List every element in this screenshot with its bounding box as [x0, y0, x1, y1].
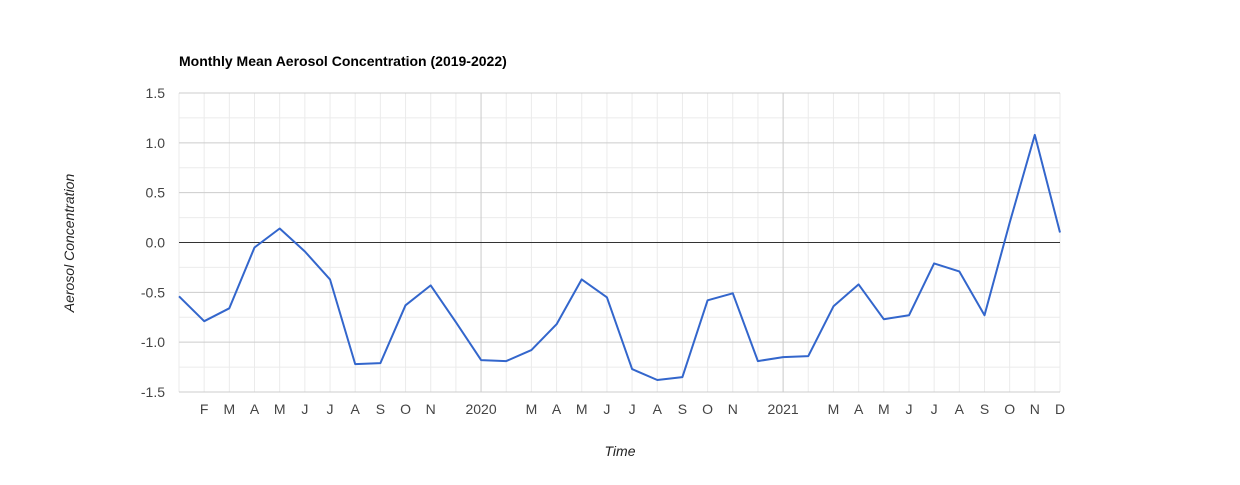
- x-tick-label: A: [653, 401, 663, 417]
- x-tick-label: M: [274, 401, 286, 417]
- x-tick-label: M: [828, 401, 840, 417]
- series-layer: [178, 133, 1061, 381]
- y-tick-label: 0.5: [146, 185, 166, 201]
- x-tick-label: O: [702, 401, 713, 417]
- x-tick-label: N: [728, 401, 738, 417]
- x-tick-label: J: [931, 401, 938, 417]
- x-tick-label: N: [1030, 401, 1040, 417]
- x-tick-label: 2021: [768, 401, 799, 417]
- x-tick-label: S: [980, 401, 989, 417]
- x-tick-label: N: [426, 401, 436, 417]
- y-tick-label: 1.0: [146, 135, 166, 151]
- axis-ticks: 1.51.00.50.0-0.5-1.0-1.5F M A M J J A S O N 2020 M A…: [141, 85, 1065, 417]
- y-tick-label: 1.5: [146, 85, 166, 101]
- x-tick-label: D: [1055, 401, 1065, 417]
- series-line: [178, 133, 1061, 381]
- grid: [178, 92, 1061, 393]
- x-tick-label: A: [552, 401, 562, 417]
- x-tick-label: M: [526, 401, 538, 417]
- x-tick-label: A: [351, 401, 361, 417]
- y-axis-title: Aerosol Concentration: [61, 174, 77, 314]
- x-tick-label: A: [854, 401, 864, 417]
- x-tick-label: O: [400, 401, 411, 417]
- x-tick-label: A: [955, 401, 965, 417]
- x-tick-label: J: [629, 401, 636, 417]
- x-tick-label: J: [301, 401, 308, 417]
- x-tick-label: F: [200, 401, 209, 417]
- x-tick-label: O: [1004, 401, 1015, 417]
- x-tick-label: S: [376, 401, 385, 417]
- y-tick-label: -1.0: [141, 334, 165, 350]
- y-tick-label: -1.5: [141, 384, 165, 400]
- x-tick-label: M: [224, 401, 236, 417]
- y-tick-label: 0.0: [146, 235, 166, 251]
- x-tick-label: J: [905, 401, 912, 417]
- x-axis-title: Time: [605, 443, 636, 459]
- y-tick-label: -0.5: [141, 284, 165, 300]
- x-tick-label: M: [878, 401, 890, 417]
- x-tick-label: S: [678, 401, 687, 417]
- x-tick-label: J: [327, 401, 334, 417]
- x-tick-label: M: [576, 401, 588, 417]
- x-tick-label: A: [250, 401, 260, 417]
- x-tick-label: 2020: [465, 401, 496, 417]
- chart-title: Monthly Mean Aerosol Concentration (2019…: [179, 53, 507, 69]
- x-tick-label: J: [603, 401, 610, 417]
